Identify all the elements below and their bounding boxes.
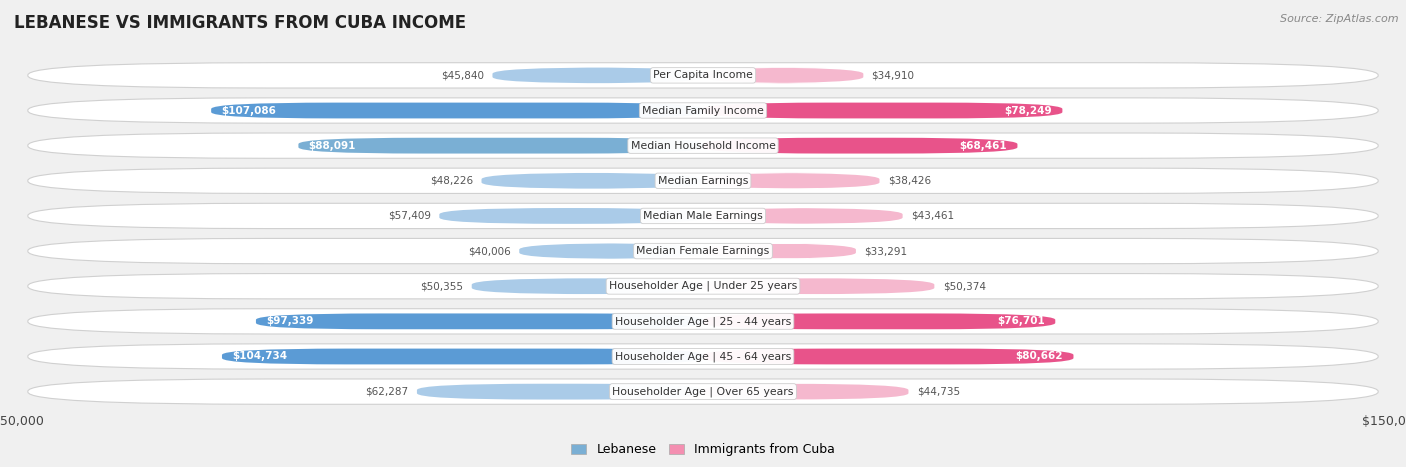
Text: LEBANESE VS IMMIGRANTS FROM CUBA INCOME: LEBANESE VS IMMIGRANTS FROM CUBA INCOME bbox=[14, 14, 467, 32]
FancyBboxPatch shape bbox=[703, 103, 1063, 119]
FancyBboxPatch shape bbox=[703, 208, 903, 224]
FancyBboxPatch shape bbox=[703, 67, 863, 83]
Text: $44,735: $44,735 bbox=[917, 387, 960, 396]
FancyBboxPatch shape bbox=[28, 344, 1378, 369]
FancyBboxPatch shape bbox=[256, 313, 703, 329]
Text: $38,426: $38,426 bbox=[887, 176, 931, 186]
Text: $40,006: $40,006 bbox=[468, 246, 510, 256]
FancyBboxPatch shape bbox=[703, 173, 880, 189]
Text: $62,287: $62,287 bbox=[366, 387, 409, 396]
Text: $33,291: $33,291 bbox=[865, 246, 907, 256]
FancyBboxPatch shape bbox=[703, 278, 935, 294]
FancyBboxPatch shape bbox=[418, 384, 703, 400]
FancyBboxPatch shape bbox=[703, 243, 856, 259]
FancyBboxPatch shape bbox=[28, 239, 1378, 264]
FancyBboxPatch shape bbox=[28, 274, 1378, 299]
FancyBboxPatch shape bbox=[472, 278, 703, 294]
Text: Per Capita Income: Per Capita Income bbox=[652, 71, 754, 80]
FancyBboxPatch shape bbox=[28, 309, 1378, 334]
Text: $50,374: $50,374 bbox=[942, 281, 986, 291]
FancyBboxPatch shape bbox=[28, 168, 1378, 193]
FancyBboxPatch shape bbox=[28, 63, 1378, 88]
FancyBboxPatch shape bbox=[28, 379, 1378, 404]
Text: Householder Age | Under 25 years: Householder Age | Under 25 years bbox=[609, 281, 797, 291]
FancyBboxPatch shape bbox=[703, 384, 908, 400]
Text: Householder Age | Over 65 years: Householder Age | Over 65 years bbox=[612, 386, 794, 397]
FancyBboxPatch shape bbox=[703, 348, 1073, 364]
Text: $48,226: $48,226 bbox=[430, 176, 474, 186]
Text: Median Household Income: Median Household Income bbox=[630, 141, 776, 151]
FancyBboxPatch shape bbox=[492, 67, 703, 83]
Text: Source: ZipAtlas.com: Source: ZipAtlas.com bbox=[1281, 14, 1399, 24]
Text: Householder Age | 45 - 64 years: Householder Age | 45 - 64 years bbox=[614, 351, 792, 362]
FancyBboxPatch shape bbox=[519, 243, 703, 259]
Text: Median Earnings: Median Earnings bbox=[658, 176, 748, 186]
FancyBboxPatch shape bbox=[439, 208, 703, 224]
Text: Median Family Income: Median Family Income bbox=[643, 106, 763, 115]
Text: $104,734: $104,734 bbox=[232, 352, 287, 361]
FancyBboxPatch shape bbox=[481, 173, 703, 189]
FancyBboxPatch shape bbox=[28, 203, 1378, 228]
FancyBboxPatch shape bbox=[211, 103, 703, 119]
Text: $45,840: $45,840 bbox=[441, 71, 484, 80]
Text: $43,461: $43,461 bbox=[911, 211, 955, 221]
FancyBboxPatch shape bbox=[703, 313, 1056, 329]
Legend: Lebanese, Immigrants from Cuba: Lebanese, Immigrants from Cuba bbox=[567, 439, 839, 461]
Text: $50,355: $50,355 bbox=[420, 281, 464, 291]
FancyBboxPatch shape bbox=[298, 138, 703, 154]
Text: $107,086: $107,086 bbox=[222, 106, 277, 115]
Text: $88,091: $88,091 bbox=[309, 141, 356, 151]
Text: Median Female Earnings: Median Female Earnings bbox=[637, 246, 769, 256]
Text: Householder Age | 25 - 44 years: Householder Age | 25 - 44 years bbox=[614, 316, 792, 326]
Text: $57,409: $57,409 bbox=[388, 211, 432, 221]
FancyBboxPatch shape bbox=[703, 138, 1018, 154]
FancyBboxPatch shape bbox=[28, 133, 1378, 158]
FancyBboxPatch shape bbox=[222, 348, 703, 364]
Text: $78,249: $78,249 bbox=[1004, 106, 1052, 115]
Text: $34,910: $34,910 bbox=[872, 71, 915, 80]
Text: $80,662: $80,662 bbox=[1015, 352, 1063, 361]
Text: $97,339: $97,339 bbox=[266, 316, 314, 326]
Text: Median Male Earnings: Median Male Earnings bbox=[643, 211, 763, 221]
Text: $76,701: $76,701 bbox=[997, 316, 1045, 326]
Text: $68,461: $68,461 bbox=[959, 141, 1007, 151]
FancyBboxPatch shape bbox=[28, 98, 1378, 123]
